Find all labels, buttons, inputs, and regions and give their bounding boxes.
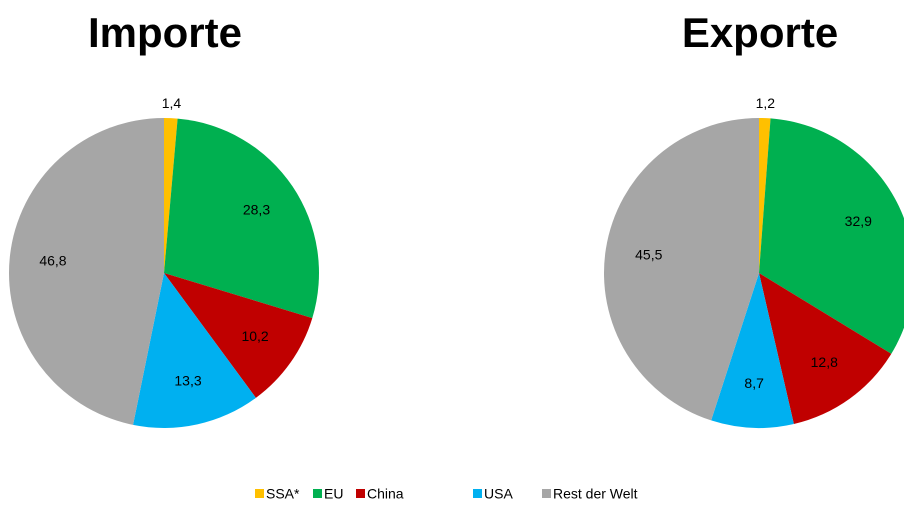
pie-slice [759,273,892,425]
legend-swatch [473,489,482,498]
pie-slice [9,118,164,425]
pie-slice [604,118,759,421]
pie-slice [164,273,313,398]
pie-slice [759,118,904,354]
data-label: 46,8 [39,253,66,269]
legend-swatch [542,489,551,498]
data-label: 45,5 [635,246,662,262]
chart-title: Exporte [682,9,838,56]
legend-label: SSA* [266,486,300,502]
legend-swatch [255,489,264,498]
pie-slice [164,118,178,273]
data-label: 10,2 [241,328,268,344]
pie-slice [164,118,319,319]
legend-swatch [356,489,365,498]
legend-swatch [313,489,322,498]
legend-label: USA [484,486,513,502]
data-label: 28,3 [243,201,270,217]
data-label: 1,4 [162,95,182,111]
data-label: 8,7 [744,375,764,391]
legend-label: EU [324,486,343,502]
legend-label: Rest der Welt [553,486,638,502]
pie-slice [759,118,771,273]
pie-slice [711,273,794,428]
data-label: 1,2 [756,95,776,111]
data-label: 13,3 [174,373,201,389]
data-label: 32,9 [845,213,872,229]
chart-title: Importe [88,9,242,56]
pie-slice [133,273,256,428]
data-label: 12,8 [811,354,838,370]
legend-label: China [367,486,404,502]
